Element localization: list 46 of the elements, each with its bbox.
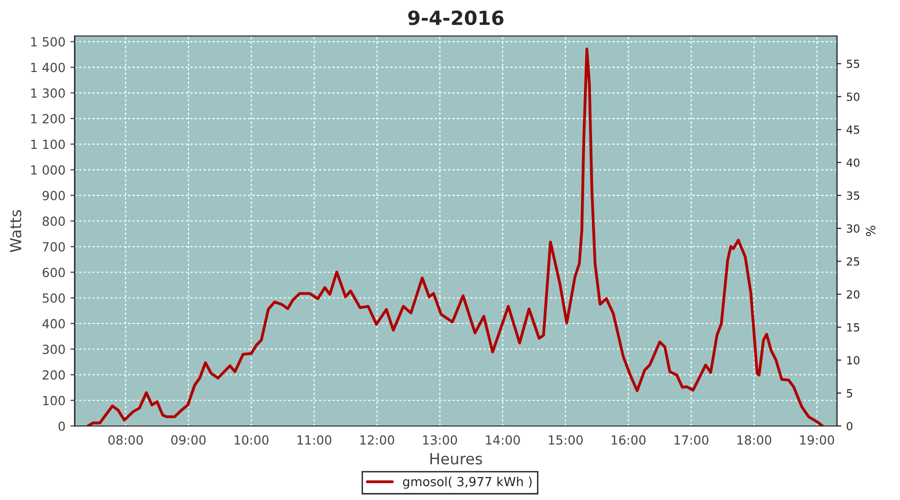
y-tick-label: 900 [42, 190, 65, 200]
y-axis-title: Watts [10, 210, 22, 252]
y-tick-label: 800 [42, 216, 65, 226]
x-tick-label: 17:00 [674, 435, 708, 445]
x-tick-label: 14:00 [486, 435, 520, 445]
y-tick-label: 400 [42, 318, 65, 328]
y2-tick-label: 50 [846, 92, 860, 101]
y2-axis-title: % [866, 226, 876, 236]
x-tick-label: 13:00 [423, 435, 458, 445]
y-tick-label: 500 [42, 293, 65, 303]
x-tick-label: 15:00 [548, 435, 583, 445]
y-tick-label: 700 [42, 242, 65, 252]
y-tick-label: 200 [42, 370, 65, 380]
y-tick-label: 1 500 [31, 37, 65, 47]
y2-tick-label: 5 [846, 389, 852, 398]
y2-tick-label: 40 [846, 158, 860, 167]
y-tick-label: 1 200 [31, 114, 65, 124]
line-series [86, 48, 824, 426]
y-tick-label: 1 000 [31, 165, 65, 175]
y-tick-label: 0 [58, 421, 65, 431]
x-tick-label: 19:00 [800, 435, 834, 445]
y-tick-label: 300 [42, 344, 65, 354]
legend-label: gmosol( 3,977 kWh ) [403, 476, 532, 489]
y2-tick-label: 10 [847, 356, 860, 364]
x-axis-title: Heures [430, 453, 482, 465]
chart-title: 9-4-2016 [408, 10, 504, 26]
y-tick-label: 100 [43, 396, 65, 406]
y2-tick-label: 0 [846, 422, 852, 430]
y2-tick-label: 45 [846, 126, 860, 134]
y-tick-label: 1 300 [31, 88, 65, 98]
y-tick-label: 1 100 [31, 140, 65, 150]
x-tick-label: 11:00 [298, 435, 332, 445]
x-tick-label: 16:00 [612, 435, 646, 445]
x-tick-label: 09:00 [171, 435, 206, 445]
x-tick-label: 18:00 [737, 435, 772, 445]
y-tick-label: 1 400 [31, 62, 65, 72]
y2-tick-label: 15 [847, 323, 860, 332]
y2-tick-label: 20 [846, 290, 860, 299]
y2-tick-label: 30 [846, 224, 860, 233]
x-tick-label: 08:00 [108, 435, 143, 445]
y-tick-label: 600 [42, 268, 65, 278]
y2-tick-label: 25 [846, 257, 860, 266]
x-tick-label: 12:00 [360, 435, 394, 445]
y2-tick-label: 35 [846, 191, 860, 200]
x-tick-label: 10:00 [234, 435, 268, 445]
y2-tick-label: 55 [846, 60, 860, 68]
